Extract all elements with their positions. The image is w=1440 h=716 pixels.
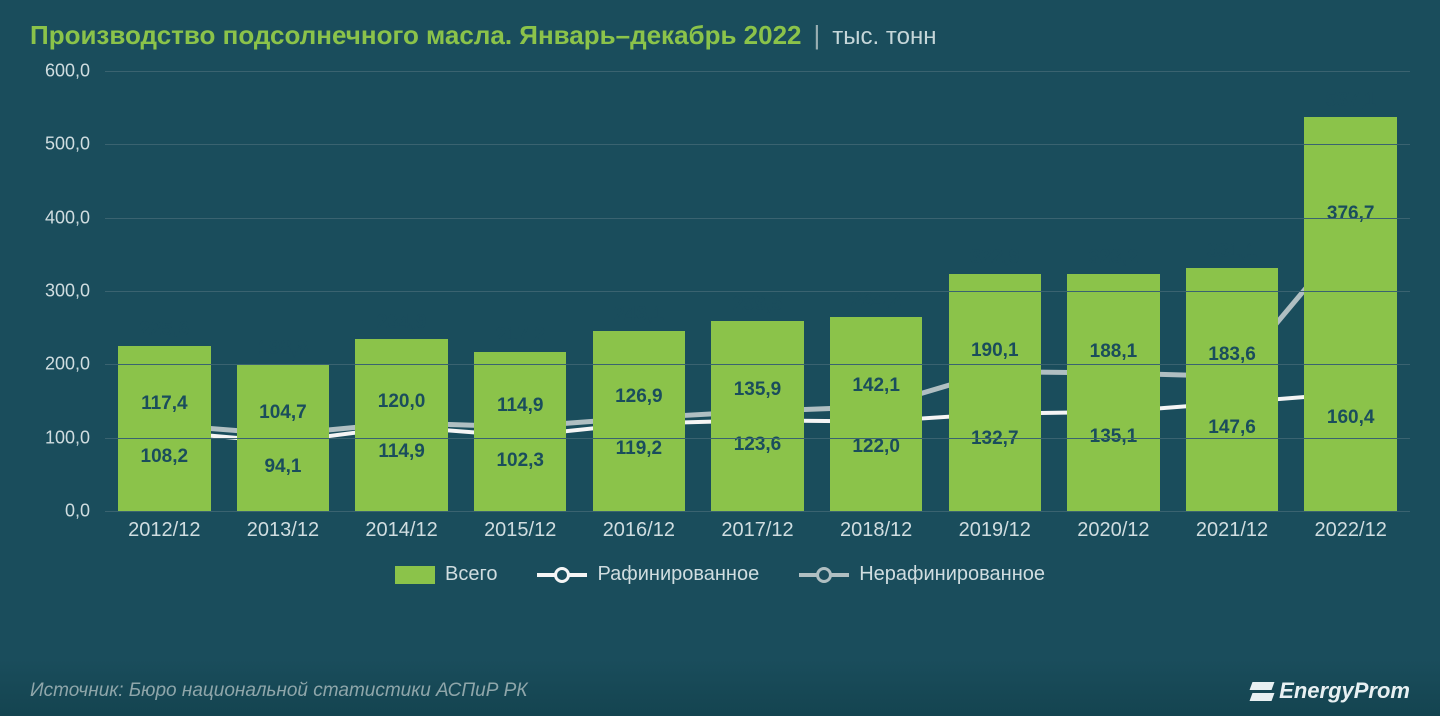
legend-swatch [395,566,435,584]
line-value-label: 102,3 [474,450,567,472]
line-value-label: 104,7 [237,402,330,424]
brand-logo: EnergyProm [1251,678,1410,704]
chart-subtitle: тыс. тонн [832,23,936,51]
bar: 246,1 [593,331,686,511]
y-tick: 100,0 [30,427,90,448]
x-tick-label: 2021/12 [1173,519,1292,542]
legend-item: Нерафинированное [799,563,1045,586]
bar: 259,5 [711,321,804,511]
bar-value-label: 217,2 [474,324,567,347]
bar: 217,2 [474,352,567,511]
line-value-label: 135,9 [711,379,804,401]
bar-value-label: 322,9 [949,246,1042,269]
legend-label: Нерафинированное [859,563,1045,586]
x-tick-label: 2014/12 [342,519,461,542]
x-tick-label: 2013/12 [224,519,343,542]
bar-value-label: 323,2 [1067,246,1160,269]
line-value-label: 117,4 [118,393,211,415]
legend-line-icon [537,565,587,585]
x-tick-label: 2016/12 [580,519,699,542]
bar: 331,1 [1186,268,1279,511]
line-value-label: 188,1 [1067,341,1160,363]
x-tick-label: 2020/12 [1054,519,1173,542]
grid-line [105,511,1410,512]
grid-line [105,218,1410,219]
x-tick-label: 2017/12 [698,519,817,542]
bar-value-label: 264,2 [830,289,923,312]
line-value-label: 190,1 [949,340,1042,362]
legend-item: Всего [395,563,497,586]
line-value-label: 120,0 [355,391,448,413]
x-tick-label: 2018/12 [817,519,936,542]
x-tick-label: 2019/12 [935,519,1054,542]
grid-line [105,144,1410,145]
line-value-label: 132,7 [949,428,1042,450]
bar-value-label: 259,5 [711,293,804,316]
line-value-label: 108,2 [118,446,211,468]
bar-value-label: 225,6 [118,318,211,341]
bar-value-label: 246,1 [593,303,686,326]
y-tick: 200,0 [30,354,90,375]
chart-area: 0,0100,0200,0300,0400,0500,0600,0 225,61… [30,71,1410,551]
bar: 323,2 [1067,274,1160,511]
chart-title: Производство подсолнечного масла. Январь… [30,20,802,51]
grid-line [105,291,1410,292]
title-separator: | [814,20,821,51]
grid-line [105,364,1410,365]
bar-value-label: 331,1 [1186,240,1279,263]
line-value-label: 160,4 [1304,407,1397,429]
legend-label: Рафинированное [597,563,759,586]
line-value-label: 114,9 [474,395,567,417]
legend-item: Рафинированное [537,563,759,586]
y-axis: 0,0100,0200,0300,0400,0500,0600,0 [30,71,100,551]
line-value-label: 94,1 [237,456,330,478]
line-value-label: 147,6 [1186,417,1279,439]
x-tick-label: 2012/12 [105,519,224,542]
line-value-label: 183,6 [1186,344,1279,366]
line-value-label: 119,2 [593,438,686,460]
chart-title-row: Производство подсолнечного масла. Январь… [30,20,1410,51]
logo-icon [1251,680,1273,702]
legend: Всего Рафинированное Нерафинированное [30,563,1410,586]
x-axis: 2012/122013/122014/122015/122016/122017/… [105,511,1410,551]
line-value-label: 126,9 [593,386,686,408]
y-tick: 500,0 [30,134,90,155]
x-tick-label: 2015/12 [461,519,580,542]
bar-value-label: 198,8 [237,337,330,360]
chart-container: Производство подсолнечного масла. Январь… [0,0,1440,716]
line-value-label: 142,1 [830,375,923,397]
bar: 322,9 [949,274,1042,511]
y-tick: 400,0 [30,207,90,228]
line-value-label: 114,9 [355,441,448,463]
x-tick-label: 2022/12 [1291,519,1410,542]
source-text: Источник: Бюро национальной статистики А… [30,680,528,702]
bar-value-label: 234,9 [355,311,448,334]
grid-line [105,438,1410,439]
y-tick: 0,0 [30,501,90,522]
line-value-label: 122,0 [830,436,923,458]
footer: Источник: Бюро национальной статистики А… [30,678,1410,704]
legend-line-icon [799,565,849,585]
line-value-label: 376,7 [1304,203,1397,225]
bar-value-label: 537,1 [1304,89,1397,112]
logo-text: EnergyProm [1279,678,1410,704]
legend-label: Всего [445,563,497,586]
grid-line [105,71,1410,72]
y-tick: 600,0 [30,61,90,82]
bar: 264,2 [830,317,923,511]
bar: 537,1 [1304,117,1397,511]
y-tick: 300,0 [30,281,90,302]
bar: 225,6 [118,346,211,511]
